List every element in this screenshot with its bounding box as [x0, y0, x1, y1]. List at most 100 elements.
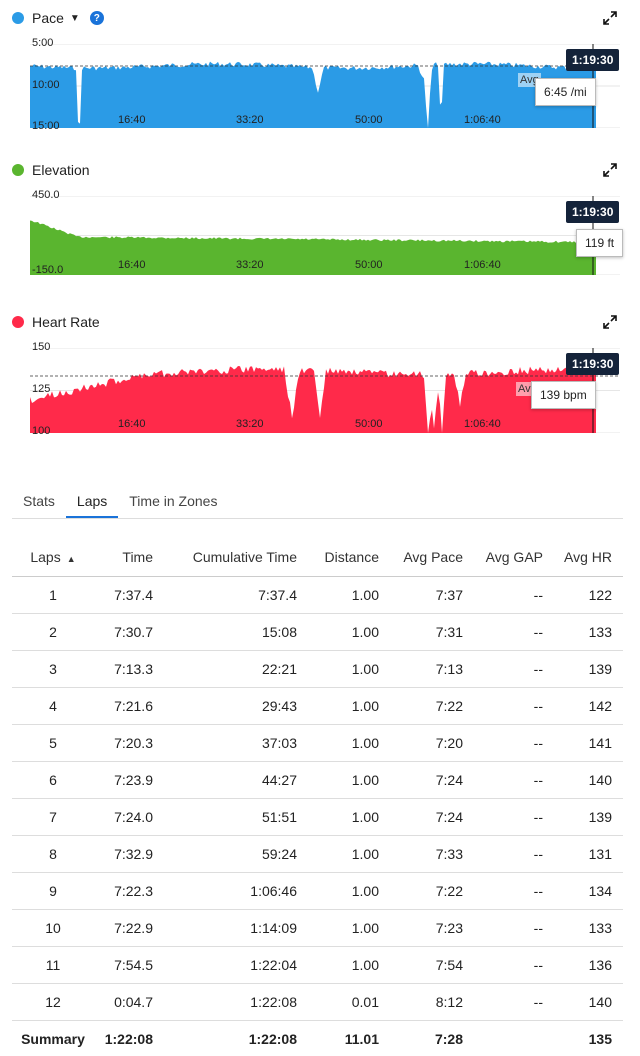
table-row[interactable]: 6 7:23.9 44:27 1.00 7:24 -- 140: [12, 761, 623, 799]
table-cell: 3: [12, 650, 94, 688]
table-cell: --: [474, 724, 554, 762]
table-cell: 29:43: [164, 687, 308, 725]
table-cell: 1.00: [308, 761, 390, 799]
pace-x-tick: 50:00: [355, 114, 383, 126]
table-cell: 4: [12, 687, 94, 725]
table-cell: 1.00: [308, 946, 390, 984]
table-cell: 1.00: [308, 576, 390, 614]
heart-rate-x-tick: 1:06:40: [464, 418, 501, 430]
table-cell: 11: [12, 946, 94, 984]
column-header-cumulative-time[interactable]: Cumulative Time: [164, 539, 308, 577]
table-cell: 7:32.9: [94, 835, 164, 873]
table-row[interactable]: 3 7:13.3 22:21 1.00 7:13 -- 139: [12, 650, 623, 688]
table-cell: 131: [554, 835, 623, 873]
summary-cell: 135: [588, 1030, 612, 1047]
table-row[interactable]: 10 7:22.9 1:14:09 1.00 7:23 -- 133: [12, 909, 623, 947]
table-row[interactable]: 7 7:24.0 51:51 1.00 7:24 -- 139: [12, 798, 623, 836]
pace-chart-title: Pace: [32, 10, 64, 26]
elevation-chart-header: Elevation: [12, 160, 90, 180]
table-cell: --: [474, 872, 554, 910]
table-cell: --: [474, 650, 554, 688]
table-cell: --: [474, 761, 554, 799]
table-cell: 2: [12, 613, 94, 651]
pace-x-tick: 1:06:40: [464, 114, 501, 126]
pace-y-tick: 10:00: [32, 79, 60, 91]
elevation-chart-title: Elevation: [32, 162, 90, 178]
table-cell: 7:22.3: [94, 872, 164, 910]
column-header-time[interactable]: Time: [94, 539, 164, 577]
table-header-row: Laps ▲ Time Cumulative Time Distance Avg …: [12, 539, 623, 577]
elevation-y-tick: -150.0: [32, 264, 64, 276]
pace-color-dot: [12, 12, 24, 24]
tab-laps[interactable]: Laps: [65, 486, 119, 518]
table-row[interactable]: 4 7:21.6 29:43 1.00 7:22 -- 142: [12, 687, 623, 725]
table-cell: 1:14:09: [164, 909, 308, 947]
table-cell: 7:24: [390, 798, 474, 836]
table-cell: 15:08: [164, 613, 308, 651]
table-cell: 8: [12, 835, 94, 873]
table-cell: 7:24.0: [94, 798, 164, 836]
table-cell: 12: [12, 983, 94, 1021]
summary-cell: 1:22:08: [248, 1030, 297, 1047]
table-row[interactable]: 12 0:04.7 1:22:08 0.01 8:12 -- 140: [12, 983, 623, 1021]
table-cell: 22:21: [164, 650, 308, 688]
table-cell: 1.00: [308, 687, 390, 725]
table-cell: 7:31: [390, 613, 474, 651]
elevation-x-tick: 33:20: [236, 259, 264, 271]
table-cell: 1.00: [308, 909, 390, 947]
summary-cell: 11.01: [344, 1030, 379, 1047]
table-cell: 133: [554, 909, 623, 947]
table-row[interactable]: 8 7:32.9 59:24 1.00 7:33 -- 131: [12, 835, 623, 873]
table-cell: 133: [554, 613, 623, 651]
column-header-distance[interactable]: Distance: [308, 539, 390, 577]
table-cell: --: [474, 946, 554, 984]
expand-icon[interactable]: [602, 10, 618, 26]
column-header-avg-hr[interactable]: Avg HR: [554, 539, 623, 577]
column-header-laps[interactable]: Laps ▲: [12, 539, 94, 577]
table-row[interactable]: 5 7:20.3 37:03 1.00 7:20 -- 141: [12, 724, 623, 762]
tab-stats[interactable]: Stats: [23, 493, 55, 509]
column-header-avg-gap[interactable]: Avg GAP: [474, 539, 554, 577]
heart-rate-tooltip: 139 bpm: [531, 381, 596, 409]
pace-x-tick: 33:20: [236, 114, 264, 126]
table-cell: 140: [554, 761, 623, 799]
table-cell: 139: [554, 650, 623, 688]
sort-ascending-icon: ▲: [66, 554, 76, 565]
table-cell: 0:04.7: [94, 983, 164, 1021]
table-cell: 7:54: [390, 946, 474, 984]
table-cell: 59:24: [164, 835, 308, 873]
pace-y-tick: 15:00: [32, 120, 60, 132]
table-cell: 140: [554, 983, 623, 1021]
table-cell: 7:37.4: [164, 576, 308, 614]
heart-rate-x-tick: 16:40: [118, 418, 146, 430]
table-cell: 44:27: [164, 761, 308, 799]
chevron-down-icon[interactable]: ▼: [69, 12, 80, 24]
table-cell: 8:12: [390, 983, 474, 1021]
table-row[interactable]: 2 7:30.7 15:08 1.00 7:31 -- 133: [12, 613, 623, 651]
expand-icon[interactable]: [602, 162, 618, 178]
heart-rate-x-tick: 50:00: [355, 418, 383, 430]
expand-icon[interactable]: [602, 314, 618, 330]
table-cell: 7:22: [390, 687, 474, 725]
table-row[interactable]: 9 7:22.3 1:06:46 1.00 7:22 -- 134: [12, 872, 623, 910]
table-cell: 7:30.7: [94, 613, 164, 651]
pace-y-tick: 5:00: [32, 37, 54, 49]
heart-rate-color-dot: [12, 316, 24, 328]
heart-rate-chart-title: Heart Rate: [32, 314, 100, 330]
elevation-x-tick: 1:06:40: [464, 259, 501, 271]
table-cell: 1:22:08: [164, 983, 308, 1021]
pace-cursor-time: 1:19:30: [566, 49, 620, 71]
help-icon[interactable]: ?: [89, 11, 104, 25]
summary-row: Summary 1:22:08 1:22:08 11.01 7:28 135: [12, 1020, 623, 1056]
pace-x-tick: 16:40: [118, 114, 146, 126]
table-row[interactable]: 1 7:37.4 7:37.4 1.00 7:37 -- 122: [12, 576, 623, 614]
heart-rate-chart-header: Heart Rate: [12, 312, 100, 332]
table-row[interactable]: 11 7:54.5 1:22:04 1.00 7:54 -- 136: [12, 946, 623, 984]
table-cell: --: [474, 576, 554, 614]
summary-cell: [474, 1020, 554, 1056]
table-cell: --: [474, 983, 554, 1021]
tab-time-in-zones[interactable]: Time in Zones: [129, 493, 218, 509]
table-cell: 6: [12, 761, 94, 799]
elevation-area: [30, 220, 596, 275]
column-header-avg-pace[interactable]: Avg Pace: [390, 539, 474, 577]
